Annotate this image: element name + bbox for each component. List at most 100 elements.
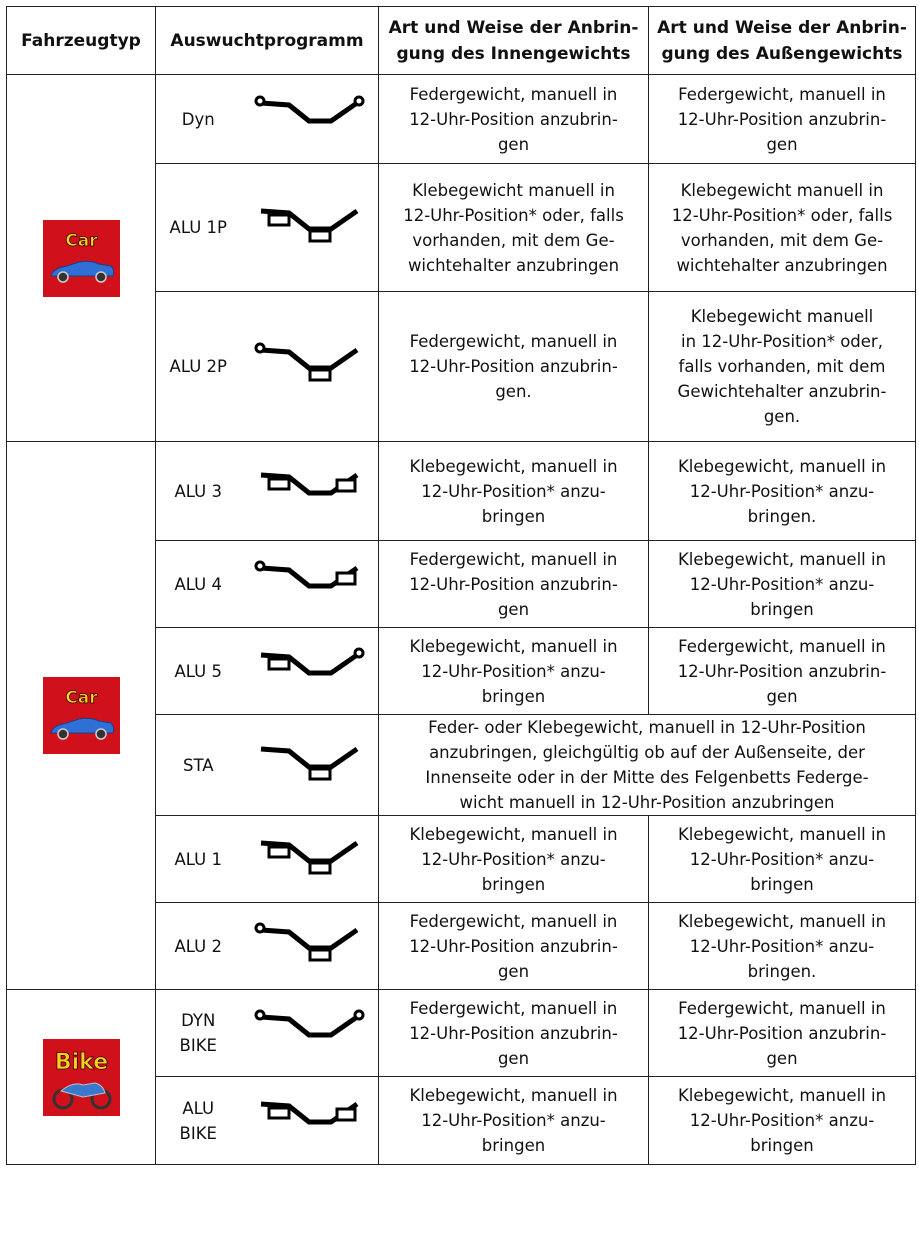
vehicle-cell: Bike [6, 989, 156, 1165]
outer-cell: Klebegewicht manuell in 12-Uhr-Position* … [648, 291, 916, 442]
wheel [94, 728, 107, 740]
inner-cell: Klebegewicht, manuell in 12-Uhr-Position*… [378, 627, 649, 715]
badge-art: Car [49, 230, 114, 283]
text-line: Klebegewicht, manuell in [677, 824, 887, 844]
clip-weight [353, 647, 365, 658]
icon-cell [240, 163, 379, 292]
text-line: wichtehalter anzubringen [407, 255, 620, 275]
adhesive-weight [308, 767, 332, 780]
text-line: BIKE [179, 1036, 217, 1055]
rim-icon [254, 560, 359, 588]
text-line: bringen [750, 599, 814, 619]
clip-weight [254, 922, 266, 933]
rim-icon [261, 840, 359, 874]
text-line: BIKE [179, 1123, 217, 1143]
outer-cell: Klebegewicht, manuell in 12-Uhr-Position*… [648, 815, 916, 903]
text-line: Dyn [181, 109, 215, 129]
outer-cell: Klebegewicht manuell in 12-Uhr-Position* … [648, 163, 916, 292]
rim-icon [261, 208, 359, 243]
table-row: STA Feder- oder Klebegewicht, manuell in … [7, 714, 916, 816]
icon-cell [240, 1076, 379, 1165]
clip-weight [353, 1009, 365, 1020]
adhesive-weight [267, 1106, 291, 1120]
balancing-table: Fahrzeugtyp Auswuchtprogramm Art und Wei… [6, 6, 916, 1165]
adhesive-weight [308, 948, 332, 961]
text-line: bringen. [747, 506, 817, 526]
adhesive-weight [267, 845, 291, 858]
wheel [56, 728, 69, 740]
text-line: ALU 2 [174, 936, 222, 956]
vehicle-cell: Car [6, 74, 156, 442]
text-line: bringen [481, 874, 546, 894]
clip-weight [254, 1009, 266, 1020]
text-line: Klebegewicht, manuell in [677, 911, 887, 931]
text-line: ALU 5 [174, 661, 222, 681]
icon-cell [240, 540, 379, 628]
text-line: Klebegewicht, manuell in [409, 456, 618, 476]
icon-cell [240, 815, 379, 903]
text-line: Klebegewicht manuell [690, 307, 874, 326]
program-cell: DYN BIKE [155, 989, 241, 1077]
text-line: Art und Weise der Anbrin- [657, 17, 907, 38]
rim-icon [254, 922, 359, 961]
table-row: Car Dyn Federgewicht, manuell in 12-Uhr-Pos… [6, 74, 916, 442]
text-line: Klebegewicht, manuell in [677, 456, 887, 476]
icon-cell [240, 291, 379, 442]
text-line: gen. [763, 407, 801, 426]
text-line: ALU 3 [174, 481, 222, 501]
header-cell: Art und Weise der Anbrin-gung des Inneng… [378, 6, 649, 75]
text-line: gen [497, 599, 530, 619]
table-body: Fahrzeugtyp Auswuchtprogramm Art und Wei… [6, 6, 916, 1165]
weight-cell: Feder- oder Klebegewicht, manuell in 12-… [378, 714, 916, 816]
program-cell: ALU 4 [155, 540, 241, 628]
text-line: wicht manuell in 12-Uhr-Position anzubri… [459, 793, 835, 812]
icon-cell [240, 627, 379, 715]
rim-profile [261, 840, 359, 863]
text-line: Klebegewicht, manuell in [409, 636, 618, 656]
text-line: bringen [750, 1136, 814, 1155]
clip-weight [254, 95, 266, 106]
text-line: wichtehalter anzubringen [676, 255, 888, 275]
vehicle-badge: Bike [42, 1038, 120, 1116]
text-line: gung des Außengewichts [661, 43, 903, 64]
badge-label: Car [65, 231, 98, 251]
text-line: gen [497, 134, 530, 154]
text-line: bringen [481, 686, 546, 706]
adhesive-weight [267, 477, 291, 490]
table-row: ALU 2 Federgewicht, manuell in 12-Uhr-Posi… [7, 902, 916, 990]
inner-cell: Federgewicht, manuell in 12-Uhr-Position … [378, 540, 649, 628]
text-line: Innenseite oder in der Mitte des Felgenb… [425, 768, 869, 787]
text-line: in 12-Uhr-Position* oder, [681, 332, 883, 351]
header-row: Fahrzeugtyp Auswuchtprogramm Art und Wei… [6, 6, 916, 75]
bike-body [59, 1081, 106, 1098]
rim-profile [261, 208, 359, 232]
text-line: 12-Uhr-Position anzubrin- [677, 109, 887, 129]
outer-cell: Federgewicht, manuell in 12-Uhr-Position … [648, 74, 916, 164]
text-line: vorhanden, mit dem Ge- [680, 230, 884, 250]
text-line: ALU 2P [169, 357, 227, 376]
text-line: 12-Uhr-Position anzubrin- [409, 109, 618, 129]
text-line: gen [497, 961, 530, 981]
text-line: ALU 1P [169, 218, 227, 237]
icon-cell [240, 714, 379, 816]
outer-cell: Klebegewicht, manuell in 12-Uhr-Position*… [648, 441, 916, 541]
text-line: Federgewicht, manuell in [409, 332, 618, 351]
adhesive-weight [267, 213, 291, 227]
text-line: gen [766, 1048, 798, 1068]
inner-cell: Klebegewicht, manuell in 12-Uhr-Position*… [378, 815, 649, 903]
text-line: gen [766, 686, 798, 706]
adhesive-weight [267, 657, 291, 670]
header-cell: Auswuchtprogramm [155, 6, 379, 75]
text-line: 12-Uhr-Position* anzu- [421, 481, 606, 501]
text-line: Gewichtehalter anzubrin- [677, 382, 887, 401]
text-line: 12-Uhr-Position* anzu- [689, 936, 875, 956]
inner-cell: Federgewicht, manuell in 12-Uhr-Position … [378, 74, 649, 164]
inner-cell: Federgewicht, manuell in 12-Uhr-Position … [378, 902, 649, 990]
table-row: ALU 4 Federgewicht, manuell in 12-Uhr-Posi… [7, 540, 916, 628]
text-line: Klebegewicht, manuell in [677, 549, 887, 569]
inner-cell: Klebegewicht, manuell in 12-Uhr-Position*… [378, 1076, 649, 1165]
text-line: Klebegewicht manuell in [412, 180, 615, 200]
rim-profile [261, 652, 359, 675]
text-line: Federgewicht, manuell in [678, 636, 886, 656]
outer-cell: Federgewicht, manuell in 12-Uhr-Position … [648, 627, 916, 715]
